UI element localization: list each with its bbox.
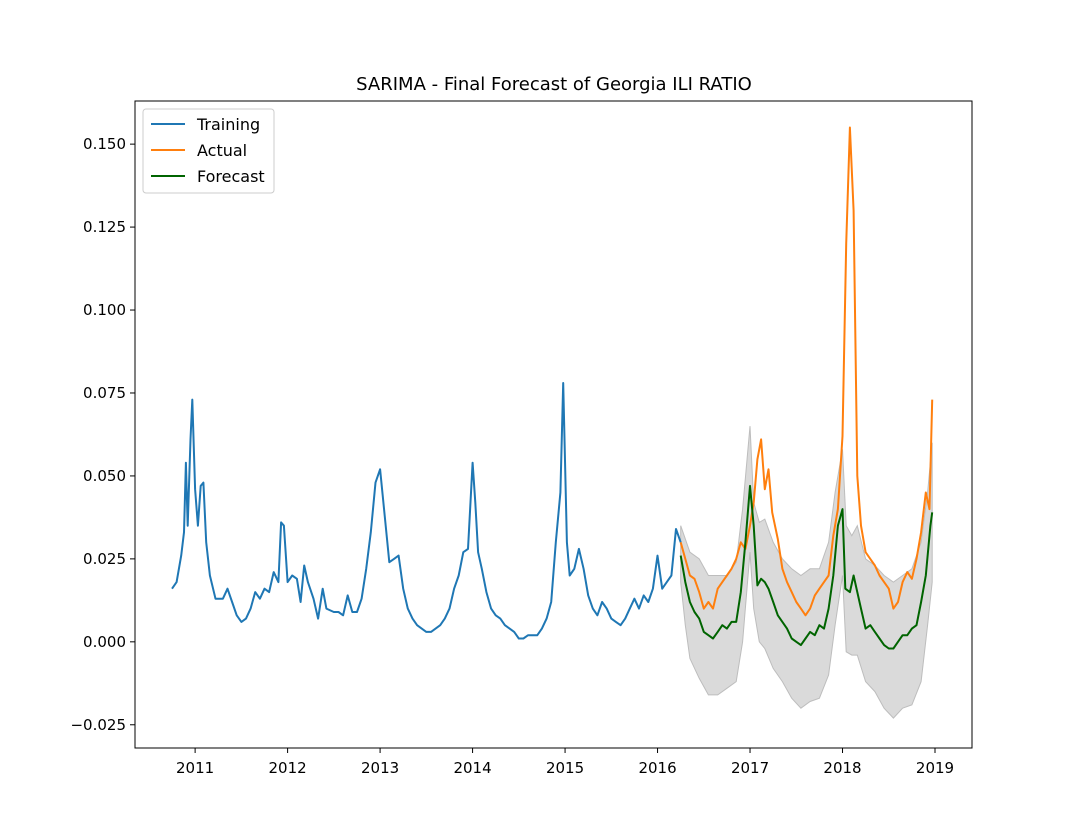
y-tick-label: 0.125 (83, 218, 126, 236)
legend-label-actual: Actual (197, 141, 247, 160)
x-axis: 2011 2012 2013 2014 2015 2016 2017 2018 2019 (176, 748, 954, 777)
plot-area (134, 100, 973, 749)
x-tick-label: 2013 (361, 759, 399, 777)
y-tick-label: 0.000 (83, 633, 126, 651)
x-tick-label: 2014 (453, 759, 491, 777)
y-tick-label: −0.025 (70, 716, 126, 734)
x-tick-label: 2019 (916, 759, 954, 777)
y-tick-label: 0.075 (83, 384, 126, 402)
legend-label-training: Training (196, 115, 260, 134)
x-tick-label: 2016 (638, 759, 676, 777)
forecast-confidence-band (680, 426, 933, 719)
y-tick-label: 0.050 (83, 467, 126, 485)
series-line-training (171, 382, 682, 640)
chart-title: SARIMA - Final Forecast of Georgia ILI R… (356, 74, 752, 95)
confidence-band-layer (680, 426, 933, 719)
y-axis: −0.025 0.000 0.025 0.050 0.075 0.100 0.125 0.15… (70, 135, 135, 734)
x-tick-label: 2018 (823, 759, 861, 777)
y-tick-label: 0.150 (83, 135, 126, 153)
x-tick-label: 2015 (546, 759, 584, 777)
y-tick-label: 0.100 (83, 301, 126, 319)
series-line-forecast (679, 484, 934, 650)
series-line-actual (679, 126, 934, 617)
x-tick-label: 2011 (176, 759, 214, 777)
series-lines-layer (171, 126, 934, 650)
x-tick-label: 2012 (269, 759, 307, 777)
x-tick-label: 2017 (731, 759, 769, 777)
legend-label-forecast: Forecast (197, 167, 265, 186)
plot-frame (134, 100, 973, 749)
y-tick-label: 0.025 (83, 550, 126, 568)
legend-box (142, 108, 275, 194)
legend: Training Actual Forecast (142, 108, 275, 194)
